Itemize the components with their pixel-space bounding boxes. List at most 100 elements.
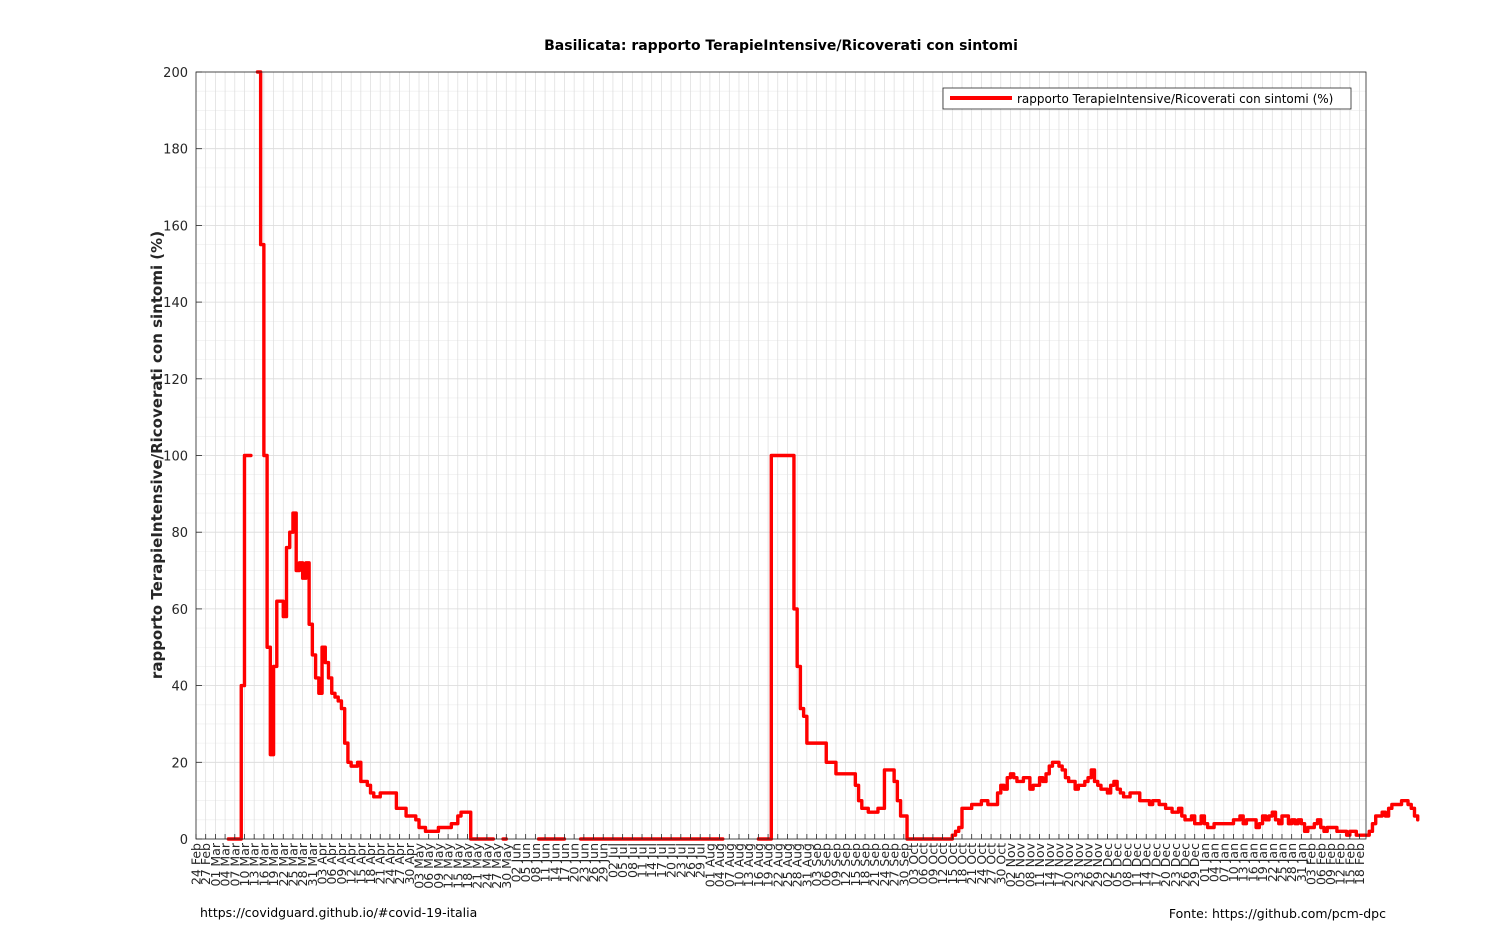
x-tick-label: 13 Jan [1236, 843, 1251, 882]
x-tick-label: 21 Oct [964, 843, 979, 885]
x-tick-label: 22 Mar [276, 842, 291, 886]
legend: rapporto TerapieIntensive/Ricoverati con… [942, 87, 1352, 110]
y-tick-label: 80 [171, 526, 188, 541]
x-tick-label: 09 Sep [828, 843, 843, 887]
x-tick-label: 14 Jul [644, 843, 659, 878]
x-tick-label: 17 Jul [654, 843, 669, 878]
y-tick-label: 60 [171, 603, 188, 618]
x-tick-label: 16 Jan [1245, 843, 1260, 882]
x-tick-label: 03 Apr [315, 842, 330, 884]
x-tick-label: 15 May [450, 842, 465, 888]
x-tick-label: 09 Oct [925, 843, 940, 885]
x-tick-label: 03 May [412, 842, 427, 888]
x-tick-label: 06 May [421, 842, 436, 888]
y-tick-label: 0 [180, 833, 188, 848]
x-tick-label: 16 Mar [256, 842, 271, 886]
x-tick-label: 29 Nov [1090, 842, 1105, 887]
x-tick-label: 12 May [441, 842, 456, 888]
x-tick-label: 29 Jul [693, 843, 708, 878]
x-tick-label: 22 Jan [1265, 843, 1280, 882]
y-tick-label: 40 [171, 680, 188, 695]
x-tick-label: 23 Nov [1071, 842, 1086, 887]
x-tick-label: 06 Feb [1313, 843, 1328, 885]
x-tick-label: 09 Feb [1323, 843, 1338, 885]
minor-gridlines [196, 90, 1366, 821]
x-tick-label: 19 Aug [761, 843, 776, 887]
x-tick-label: 24 Sep [877, 843, 892, 887]
x-tick-label: 07 Jan [1216, 843, 1231, 882]
legend-box [942, 87, 1352, 110]
x-tick-label: 24 May [479, 842, 494, 888]
x-tick-label: 04 Mar [218, 842, 233, 886]
x-tick-label: 07 Aug [722, 843, 737, 887]
x-tick-label: 09 Apr [334, 842, 349, 884]
y-tick-label: 20 [171, 756, 188, 771]
x-tick-label: 12 Feb [1333, 843, 1348, 885]
x-tick-label: 11 Nov [1032, 842, 1047, 887]
x-tick-label: 28 Aug [790, 843, 805, 887]
x-tick-label: 29 Dec [1187, 843, 1202, 887]
x-tick-label: 06 Apr [324, 842, 339, 884]
x-tick-label: 12 Apr [344, 842, 359, 884]
x-tick-label: 20 Dec [1158, 843, 1173, 887]
x-tick-label: 27 Feb [198, 843, 213, 885]
x-tick-label: 26 Dec [1178, 843, 1193, 887]
y-tick-label: 120 [163, 373, 188, 388]
x-tick-label: 28 Mar [295, 842, 310, 886]
x-tick-label: 18 Feb [1352, 843, 1367, 885]
x-tick-label: 15 Apr [353, 842, 368, 884]
x-tick-label: 06 Oct [916, 843, 931, 885]
x-tick-label: 18 Oct [954, 843, 969, 885]
x-tick-label: 30 Apr [402, 842, 417, 884]
legend-entry: rapporto TerapieIntensive/Ricoverati con… [1017, 92, 1333, 106]
x-tick-label: 22 Aug [770, 843, 785, 887]
x-tick-label: 24 Feb [189, 843, 204, 885]
y-tick-label: 100 [163, 450, 188, 465]
x-tick-label: 03 Feb [1304, 843, 1319, 885]
y-axis-label: rapporto TerapieIntensive/Ricoverati con… [148, 231, 166, 679]
x-tick-label: 11 Jul [635, 843, 650, 878]
x-tick-label: 26 Nov [1081, 842, 1096, 887]
x-tick-label: 23 Jul [673, 843, 688, 878]
x-tick-label: 27 Apr [392, 842, 407, 884]
x-tick-label: 27 Oct [984, 843, 999, 885]
x-tick-label: 10 Mar [237, 842, 252, 886]
x-tick-label: 21 Apr [373, 842, 388, 884]
x-tick-label: 19 Jan [1255, 843, 1270, 882]
footer-source-left: https://covidguard.github.io/#covid-19-i… [200, 905, 478, 920]
x-tick-label: 24 Oct [974, 843, 989, 885]
x-tick-label: 18 Sep [858, 843, 873, 887]
x-tick-label: 04 Jan [1207, 843, 1222, 882]
x-tick-label: 31 Jan [1294, 843, 1309, 882]
x-tick-label: 27 Sep [887, 843, 902, 887]
x-tick-label: 11 Dec [1129, 843, 1144, 887]
x-tick-label: 02 Nov [1003, 842, 1018, 887]
x-tick-label: 19 Mar [266, 842, 281, 886]
x-tick-label: 21 May [470, 842, 485, 888]
x-tick-label: 30 Oct [993, 843, 1008, 885]
x-tick-label: 14 Nov [1042, 842, 1057, 887]
x-tick-label: 10 Aug [731, 843, 746, 887]
x-tick-label: 31 Mar [305, 842, 320, 886]
x-tick-label: 03 Sep [809, 843, 824, 887]
x-tick-label: 15 Oct [945, 843, 960, 885]
x-tick-label: 28 Jan [1284, 843, 1299, 882]
x-tick-label: 13 Mar [247, 842, 262, 886]
y-tick-label: 160 [163, 219, 188, 234]
x-tick-label: 20 Jul [664, 843, 679, 878]
x-tick-label: 16 Aug [751, 843, 766, 887]
y-axis-ticks: 0 20 40 60 80 100 120 140 160 180 200 [163, 66, 202, 848]
x-tick-label: 17 Nov [1051, 842, 1066, 887]
x-tick-label: 02 Dec [1100, 843, 1115, 887]
x-tick-label: 23 Jun [576, 843, 591, 882]
y-tick-label: 180 [163, 143, 188, 158]
series-line-segment [756, 453, 1420, 841]
x-tick-label: 20 Nov [1061, 842, 1076, 887]
x-tick-label: 26 Jul [683, 843, 698, 878]
x-tick-label: 12 Oct [935, 843, 950, 885]
x-tick-label: 14 Jun [547, 843, 562, 882]
x-tick-label: 21 Sep [867, 843, 882, 887]
x-tick-label: 15 Sep [848, 843, 863, 887]
x-tick-label: 11 Jun [538, 843, 553, 882]
